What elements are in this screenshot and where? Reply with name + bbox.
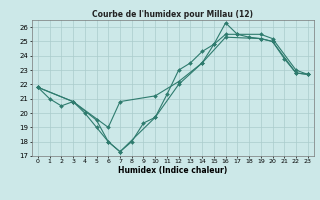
- Title: Courbe de l'humidex pour Millau (12): Courbe de l'humidex pour Millau (12): [92, 10, 253, 19]
- X-axis label: Humidex (Indice chaleur): Humidex (Indice chaleur): [118, 166, 228, 175]
